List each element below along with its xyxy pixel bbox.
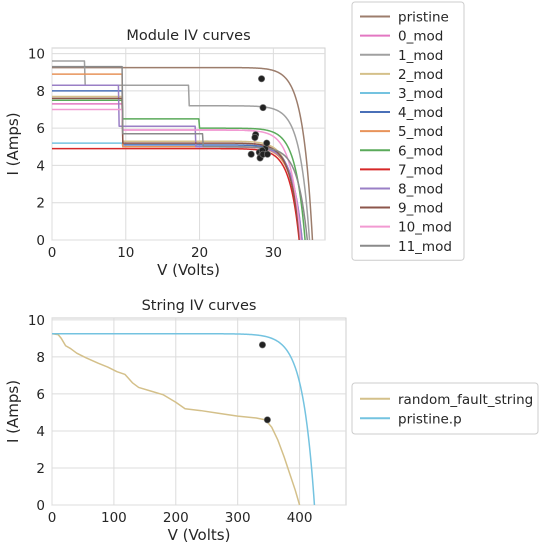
y-tick-label: 2 [36, 196, 45, 212]
x-tick-label: 10 [117, 245, 134, 261]
series-line-9-mod [52, 97, 301, 240]
series-line-6-mod [52, 99, 306, 240]
x-tick-label: 300 [225, 510, 251, 526]
mpp-markers [258, 341, 271, 424]
legend-label: 8_mod [398, 181, 443, 197]
y-tick-label: 6 [36, 387, 45, 403]
legend-label: 5_mod [398, 124, 443, 140]
legend-label: 11_mod [398, 239, 452, 255]
string-iv-chart: String IV curves 0 100 200 300 400 0 2 4 6 8 10 V… [4, 298, 539, 544]
y-axis-label: I (Amps) [4, 112, 22, 175]
mpp-markers [247, 75, 271, 162]
legend-label: 6_mod [398, 143, 443, 159]
y-tick-label: 2 [36, 461, 45, 477]
x-tick-label: 0 [48, 510, 57, 526]
mpp-point-10-mod [251, 133, 259, 141]
x-tick-label: 20 [191, 245, 208, 261]
legend-label: 7_mod [398, 162, 443, 178]
y-axis-label: I (Amps) [4, 380, 22, 443]
y-tick-label: 4 [36, 158, 45, 174]
mpp-point-6-mod [263, 139, 271, 147]
legend-label: 1_mod [398, 48, 443, 64]
chart-title: String IV curves [142, 298, 257, 314]
legend-label: 10_mod [398, 220, 452, 236]
x-tick-label: 100 [101, 510, 127, 526]
y-tick-label: 6 [36, 121, 45, 137]
series-line-4-mod [52, 90, 303, 240]
y-tick-label: 0 [36, 233, 45, 249]
x-axis-label: V (Volts) [168, 526, 231, 544]
y-tick-label: 4 [36, 424, 45, 440]
mpp-point-pristine [258, 75, 266, 83]
plot-area [51, 47, 326, 241]
y-tick-labels: 0 2 4 6 8 10 [28, 313, 45, 514]
y-tick-label: 8 [36, 350, 45, 366]
series-lines [52, 332, 316, 505]
series-line-random-fault-string [52, 332, 301, 505]
y-tick-label: 0 [36, 498, 45, 514]
y-tick-labels: 0 2 4 6 8 10 [28, 47, 45, 249]
x-tick-labels: 0 100 200 300 400 [48, 510, 313, 526]
x-tick-label: 0 [48, 245, 57, 261]
legend-label: 3_mod [398, 86, 443, 102]
series-line-pristine-p [52, 332, 316, 505]
legend-label: 9_mod [398, 201, 443, 217]
legend: pristine 0_mod 1_mod 2_mod 3_mod 4_mod 5_mod 6_… [351, 1, 465, 261]
x-tick-labels: 0 10 20 30 [48, 245, 282, 261]
x-tick-label: 200 [163, 510, 189, 526]
plot-area [51, 317, 347, 506]
series-line-2-mod [52, 95, 301, 240]
legend-box [351, 382, 539, 435]
module-iv-chart: Module IV curves 0 10 20 30 0 2 4 6 8 10 V (Volt… [4, 1, 465, 279]
legend-box [351, 1, 465, 261]
mpp-point-random-fault-string [263, 416, 271, 424]
legend: random_fault_string pristine.p [351, 382, 539, 435]
mpp-point-11-mod [263, 150, 271, 158]
legend-label: 4_mod [398, 105, 443, 121]
y-tick-label: 10 [28, 47, 45, 63]
mpp-point-2-mod [247, 150, 255, 158]
x-axis-label: V (Volts) [157, 261, 220, 279]
y-tick-label: 8 [36, 84, 45, 100]
legend-label: random_fault_string [398, 392, 533, 408]
series-line-pristine [52, 66, 314, 240]
chart-title: Module IV curves [126, 28, 250, 44]
x-tick-label: 30 [265, 245, 282, 261]
legend-label: 2_mod [398, 67, 443, 83]
legend-label: 0_mod [398, 29, 443, 45]
series-lines [52, 60, 314, 240]
mpp-point-1-mod [259, 104, 267, 112]
mpp-point-pristine-p [258, 341, 266, 349]
x-tick-label: 400 [287, 510, 313, 526]
series-line-10-mod [52, 108, 302, 240]
legend-label: pristine.p [398, 411, 462, 427]
grid [51, 318, 346, 506]
y-tick-label: 10 [28, 313, 45, 329]
legend-label: pristine [398, 10, 449, 26]
